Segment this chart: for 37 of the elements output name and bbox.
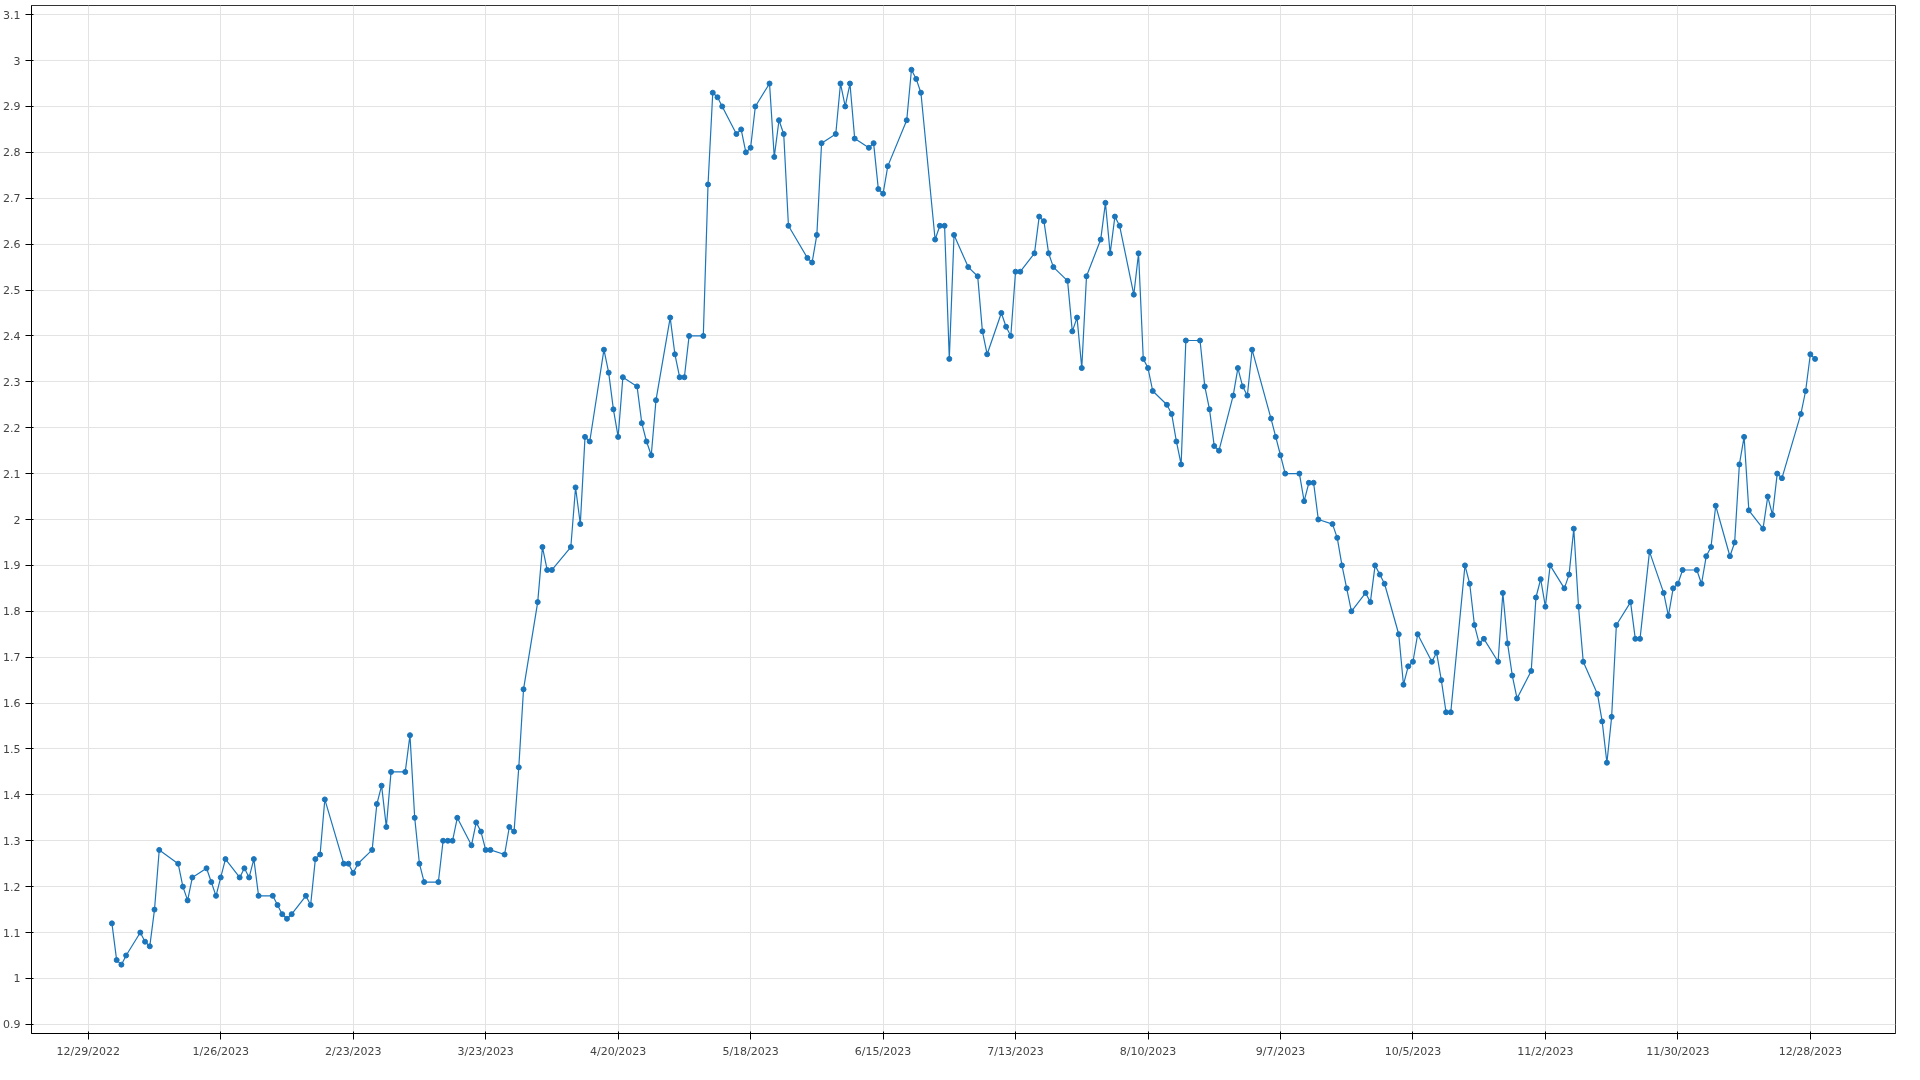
y-tick-label: 1.1: [3, 926, 21, 940]
y-tick-label: 2: [13, 513, 21, 527]
y-tick-label: 3: [13, 54, 21, 68]
x-tick-label: 12/29/2022: [56, 1044, 120, 1058]
y-tick-label: 1.5: [3, 742, 21, 756]
x-tick-label: 10/5/2023: [1384, 1044, 1442, 1058]
y-tick-label: 2.3: [3, 375, 21, 389]
y-tick-label: 1.7: [3, 651, 21, 665]
x-tick-label: 11/30/2023: [1646, 1044, 1710, 1058]
x-tick-label: 8/10/2023: [1119, 1044, 1177, 1058]
y-tick-label: 2.6: [3, 238, 21, 252]
x-tick-label: 6/15/2023: [854, 1044, 912, 1058]
x-tick-label: 12/28/2023: [1778, 1044, 1843, 1058]
y-tick-label: 1.4: [3, 788, 21, 802]
y-tick-label: 2.1: [3, 467, 21, 481]
x-tick-label: 3/23/2023: [457, 1044, 514, 1058]
y-tick-label: 1.8: [3, 605, 21, 619]
x-tick-label: 11/2/2023: [1517, 1044, 1574, 1058]
x-tick-label: 7/13/2023: [987, 1044, 1044, 1058]
y-tick-label: 2.8: [3, 146, 21, 160]
x-tick-label: 4/20/2023: [589, 1044, 647, 1058]
y-tick-label: 1.6: [3, 697, 21, 711]
y-tick-label: 1.3: [3, 834, 21, 848]
y-tick-label: 3.1: [3, 8, 21, 22]
y-tick-label: 2.5: [3, 284, 21, 298]
y-tick-label: 0.9: [3, 1018, 21, 1032]
y-tick-label: 2.2: [3, 421, 21, 435]
x-tick-label: 2/23/2023: [325, 1044, 382, 1058]
y-tick-label: 2.7: [3, 192, 21, 206]
y-tick-label: 1.9: [3, 559, 21, 573]
y-tick-label: 2.9: [3, 100, 21, 114]
x-tick-label: 1/26/2023: [192, 1044, 249, 1058]
y-tick-label: 2.4: [3, 329, 21, 343]
x-tick-label: 5/18/2023: [722, 1044, 779, 1058]
y-tick-label: 1: [13, 972, 21, 986]
x-tick-label: 9/7/2023: [1255, 1044, 1306, 1058]
y-tick-label: 1.2: [3, 880, 21, 894]
